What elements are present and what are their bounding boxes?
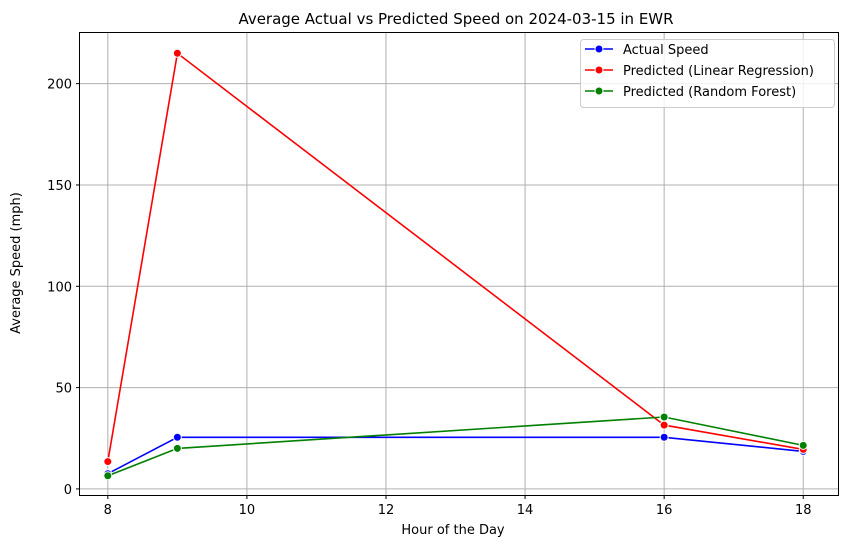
legend-item: Predicted (Linear Regression) [585,64,814,79]
series-2 [103,48,808,467]
data-point [172,443,182,453]
data-point [172,48,182,58]
legend-item: Actual Speed [585,43,709,58]
y-tick-label: 200 [47,78,72,93]
data-point [659,420,669,430]
data-point [103,457,113,467]
chart-title: Average Actual vs Predicted Speed on 202… [238,10,673,28]
series-1 [103,432,808,479]
legend-swatch-marker [594,65,604,75]
x-tick-label: 18 [795,503,812,518]
data-point [172,432,182,442]
legend: Actual Speed Predicted (Linear Regression… [580,39,835,108]
series-line [107,51,804,462]
series-lines [103,48,808,481]
x-axis-ticks: 8 10 12 14 16 18 [104,495,812,518]
data-point [659,412,669,422]
data-point [798,440,808,450]
data-point [103,471,113,481]
x-tick-label: 12 [378,503,395,518]
data-point [659,432,669,442]
legend-swatch-marker [594,44,604,54]
legend-item: Predicted (Random Forest) [585,85,796,100]
legend-label: Predicted (Linear Regression) [623,64,814,79]
y-tick-label: 100 [47,280,72,295]
x-tick-label: 14 [517,503,534,518]
x-tick-label: 16 [656,503,673,518]
y-tick-label: 150 [47,179,72,194]
grid [80,33,838,495]
y-axis-label: Average Speed (mph) [9,192,24,334]
series-3 [103,412,808,481]
series-line [107,436,804,475]
x-axis-label: Hour of the Day [401,523,505,538]
legend-label: Predicted (Random Forest) [623,85,796,100]
y-axis-ticks: 0 50 100 150 200 [47,78,80,498]
series-line [107,416,804,477]
x-tick-label: 8 [104,503,112,518]
x-tick-label: 10 [239,503,256,518]
legend-swatch-marker [594,86,604,96]
y-tick-label: 0 [64,483,72,498]
legend-box [580,39,835,108]
plot-frame [79,32,839,496]
legend-label: Actual Speed [623,43,709,58]
y-tick-label: 50 [55,382,72,397]
